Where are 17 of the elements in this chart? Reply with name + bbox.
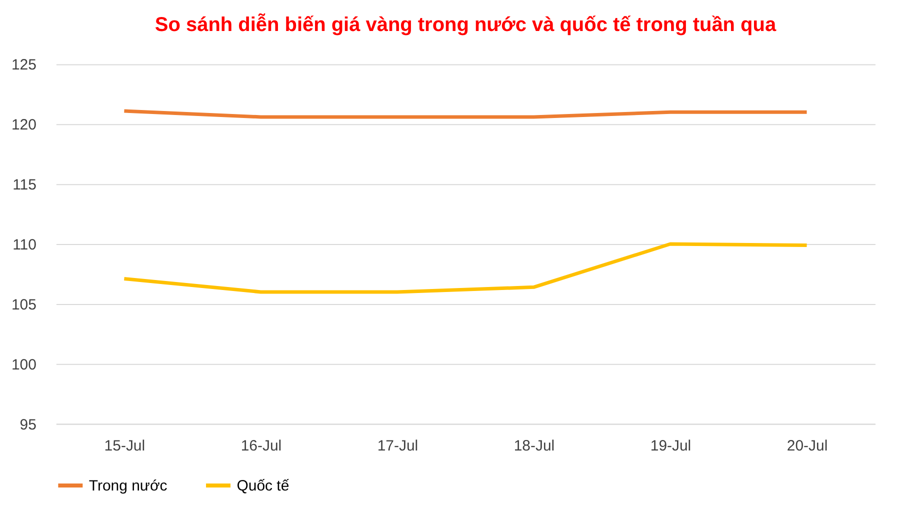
y-tick-label: 95 — [20, 416, 36, 434]
y-tick-label: 105 — [11, 296, 36, 314]
x-tick-label: 15-Jul — [104, 437, 146, 454]
y-tick-label: 115 — [12, 176, 36, 194]
x-tick-label: 16-Jul — [240, 437, 282, 454]
chart-title: So sánh diễn biến giá vàng trong nước và quốc tế trong tuần qua — [154, 13, 777, 36]
x-tick-label: 20-Jul — [786, 437, 828, 454]
legend-label: Quốc tế — [236, 477, 290, 494]
x-tick-label: 19-Jul — [650, 437, 692, 454]
y-tick-label: 120 — [11, 116, 36, 134]
y-tick-label: 100 — [11, 356, 36, 374]
x-tick-label: 18-Jul — [514, 437, 555, 454]
line-series — [122, 242, 809, 294]
legend-label: Trong nước — [88, 477, 168, 494]
y-tick-label: 125 — [11, 56, 36, 74]
y-tick-label: 110 — [12, 236, 36, 254]
x-tick-label: 17-Jul — [377, 437, 418, 454]
